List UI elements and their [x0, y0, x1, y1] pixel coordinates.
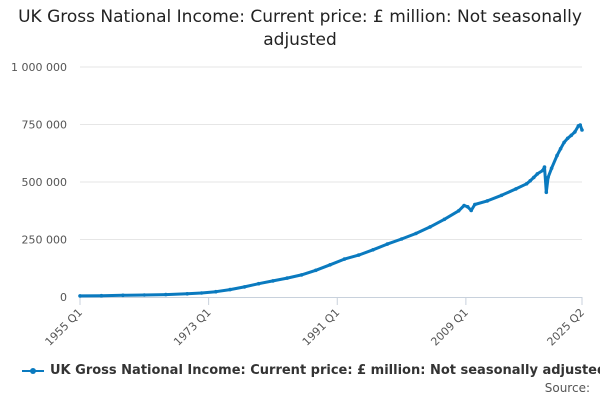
data-point[interactable]	[573, 130, 577, 134]
data-point[interactable]	[78, 294, 82, 298]
data-point[interactable]	[242, 285, 247, 289]
x-axis	[79, 297, 583, 305]
data-point[interactable]	[532, 175, 536, 180]
data-point[interactable]	[442, 217, 447, 222]
data-point[interactable]	[555, 153, 559, 158]
data-point[interactable]	[544, 190, 549, 195]
data-point[interactable]	[558, 146, 563, 151]
data-point[interactable]	[546, 175, 550, 180]
data-point[interactable]	[142, 293, 147, 297]
data-point[interactable]	[299, 273, 304, 277]
x-tick-label: 1991 Q1	[300, 306, 343, 349]
data-point[interactable]	[371, 248, 375, 252]
y-axis-tick-labels: 0 250 000 500 000 750 000 1 000 000	[11, 61, 67, 304]
legend[interactable]: UK Gross National Income: Current price:…	[22, 363, 600, 378]
data-point[interactable]	[578, 123, 582, 127]
data-point[interactable]	[514, 187, 518, 191]
data-point[interactable]	[99, 293, 104, 298]
data-point[interactable]	[199, 291, 204, 295]
x-tick-label: 1955 Q1	[43, 306, 86, 349]
data-point[interactable]	[228, 287, 232, 292]
grid-lines	[80, 66, 582, 240]
y-tick-label: 750 000	[22, 119, 68, 132]
data-point[interactable]	[285, 276, 290, 280]
data-point[interactable]	[164, 292, 168, 297]
x-tick-label: 1973 Q1	[171, 306, 214, 349]
legend-label: UK Gross National Income: Current price:…	[50, 363, 600, 378]
data-point[interactable]	[428, 225, 432, 229]
data-point[interactable]	[462, 203, 466, 208]
data-point[interactable]	[473, 202, 477, 207]
data-point[interactable]	[499, 193, 504, 198]
data-point[interactable]	[214, 289, 218, 294]
data-point[interactable]	[456, 209, 461, 213]
data-point[interactable]	[328, 263, 332, 267]
data-point[interactable]	[271, 279, 275, 283]
data-point[interactable]	[469, 208, 474, 213]
x-axis-tick-labels: 1955 Q1 1973 Q1 1991 Q1 2009 Q1 2025 Q2	[43, 306, 588, 349]
data-point[interactable]	[465, 205, 470, 209]
y-tick-label: 1 000 000	[11, 61, 67, 74]
data-point[interactable]	[414, 231, 418, 236]
legend-swatch	[22, 365, 44, 377]
data-point[interactable]	[540, 168, 545, 173]
y-tick-label: 250 000	[22, 234, 68, 247]
data-point[interactable]	[399, 237, 404, 241]
data-point[interactable]	[569, 133, 574, 138]
series-line[interactable]	[78, 123, 584, 298]
y-tick-label: 500 000	[22, 176, 68, 189]
data-point[interactable]	[524, 182, 529, 186]
y-tick-label: 0	[60, 291, 67, 304]
data-point[interactable]	[580, 128, 584, 132]
x-tick-label: 2025 Q2	[545, 306, 588, 349]
data-point[interactable]	[185, 292, 189, 296]
source-label: Source:	[544, 381, 590, 395]
data-point[interactable]	[542, 165, 547, 169]
data-point[interactable]	[549, 166, 554, 170]
data-point[interactable]	[535, 172, 540, 176]
data-point[interactable]	[485, 199, 490, 203]
data-point[interactable]	[314, 268, 318, 273]
data-point[interactable]	[565, 136, 570, 141]
data-point[interactable]	[528, 179, 532, 183]
chart-title: UK Gross National Income: Current price:…	[18, 7, 582, 50]
data-point[interactable]	[342, 257, 347, 261]
data-point[interactable]	[356, 253, 361, 257]
data-point[interactable]	[256, 281, 261, 286]
data-point[interactable]	[562, 140, 566, 145]
data-point[interactable]	[385, 242, 390, 246]
x-tick-label: 2009 Q1	[428, 306, 471, 349]
series-layer	[78, 123, 584, 298]
data-point[interactable]	[121, 293, 125, 298]
